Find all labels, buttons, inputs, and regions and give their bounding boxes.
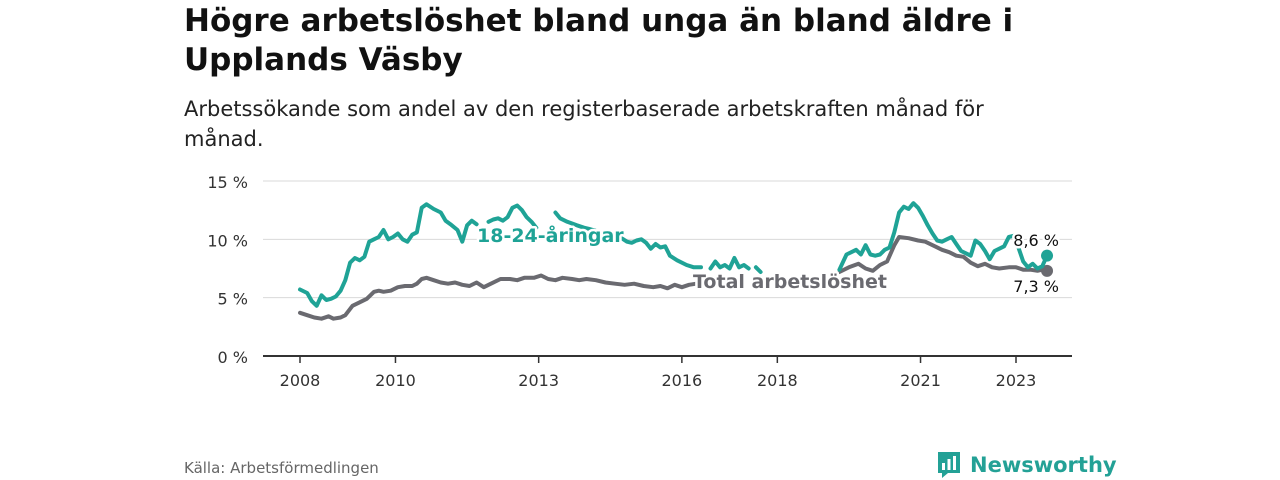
x-tick-label: 2008 [280, 371, 321, 390]
x-tick-label: 2023 [996, 371, 1037, 390]
youth-series-label-halo: 18-24-åringar [477, 223, 624, 247]
y-tick-label: 10 % [207, 231, 248, 250]
total-end-value-text: 7,3 % [1013, 277, 1059, 296]
newsworthy-logo-icon [938, 452, 960, 478]
x-tick-label: 2018 [757, 371, 798, 390]
x-tick-label: 2010 [375, 371, 416, 390]
youth-end-value-text: 8,6 % [1013, 231, 1059, 250]
newsworthy-logo[interactable]: Newsworthy [936, 450, 1117, 480]
youth-series-label-text: 18-24-åringar [477, 223, 624, 247]
x-tick-label: 2013 [518, 371, 559, 390]
chart-subtitle: Arbetssökande som andel av den registerb… [184, 97, 984, 151]
total-end-value-halo: 7,3 % [1013, 277, 1059, 296]
chart-title: Högre arbetslöshet bland unga än bland ä… [184, 3, 1014, 78]
brand-name: Newsworthy [970, 453, 1117, 477]
total-series-label-text: Total arbetslöshet [693, 271, 887, 293]
x-tick-label: 2021 [900, 371, 941, 390]
x-axis: 2008 2010 2013 2016 2018 2021 2023 [263, 355, 1072, 390]
y-tick-label: 5 % [218, 290, 248, 309]
y-axis-ticks: 0 % 5 % 10 % 15 % [207, 173, 248, 367]
y-tick-label: 15 % [207, 173, 248, 192]
youth-end-value-halo: 8,6 % [1013, 231, 1059, 250]
total-series-label-halo: Total arbetslöshet [693, 271, 887, 293]
end-point-total [1041, 264, 1054, 277]
series-line-total [298, 235, 1049, 321]
total-end-value: 7,3 %7,3 % [1011, 275, 1062, 299]
source-note: Källa: Arbetsförmedlingen [184, 459, 379, 477]
series-line-youth [298, 201, 1049, 308]
end-point-youth [1041, 249, 1054, 262]
youth-end-value: 8,6 %8,6 % [1011, 229, 1062, 253]
series-lines [298, 201, 1054, 321]
y-tick-label: 0 % [218, 348, 248, 367]
x-tick-label: 2016 [662, 371, 703, 390]
